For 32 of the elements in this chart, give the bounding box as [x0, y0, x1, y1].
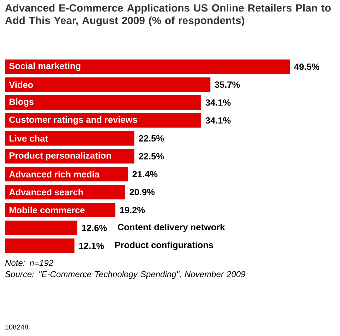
data-label: 22.5%	[139, 153, 164, 160]
text: Note: n=192	[5, 260, 54, 266]
y-tick-label: Content delivery network	[118, 224, 226, 232]
y-tick-label: Mobile commerce	[10, 206, 85, 214]
source-note: Source: "E-Commerce Technology Spending", November 2009	[5, 271, 246, 280]
bar	[5, 185, 126, 200]
y-tick-label: Blogs	[10, 98, 34, 107]
bar	[5, 78, 211, 92]
data-label: 49.5%	[294, 64, 320, 70]
data-label: 19.2%	[120, 207, 146, 214]
chart-title: Advanced E-Commerce Applications US Online Retailers Plan to Add This Year, August 2009 (% of respondents)	[5, 4, 331, 27]
y-tick-label: Social marketing	[9, 62, 81, 72]
data-label: 22.5%	[139, 135, 164, 142]
bar	[5, 220, 78, 236]
bar	[5, 60, 290, 74]
y-tick-label: Video	[9, 82, 34, 88]
y-tick-label: Advanced rich media	[9, 171, 100, 178]
data-label: 12.6%	[82, 224, 108, 232]
data-label: 34.1%	[206, 117, 231, 124]
data-label: 21.4%	[132, 171, 158, 178]
bar	[5, 96, 202, 110]
data-label: 20.9%	[130, 189, 155, 196]
y-tick-label: Customer ratings and reviews	[10, 116, 138, 125]
data-label: 12.1%	[79, 242, 104, 250]
data-label: 35.7%	[215, 82, 240, 88]
y-tick-label: Advanced search	[9, 189, 84, 196]
y-tick-label: Live chat	[10, 135, 48, 142]
bar	[5, 238, 75, 254]
y-tick-label: Product configurations	[115, 242, 214, 250]
y-tick-label: Product personalization	[10, 152, 112, 161]
data-label: 34.1%	[206, 100, 231, 106]
bar	[5, 131, 135, 146]
